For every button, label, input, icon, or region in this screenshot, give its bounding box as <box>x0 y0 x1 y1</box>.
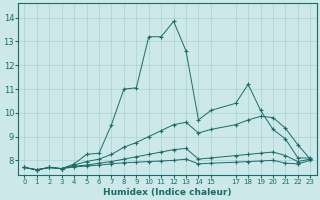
X-axis label: Humidex (Indice chaleur): Humidex (Indice chaleur) <box>103 188 232 197</box>
